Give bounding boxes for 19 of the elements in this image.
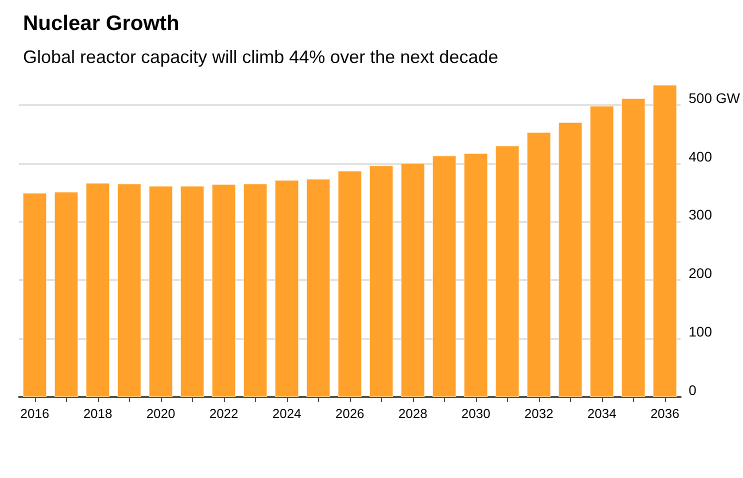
- x-tick-label: 2020: [146, 406, 176, 421]
- y-tick-label: 500 GW: [688, 90, 741, 106]
- y-tick-label: 300: [688, 206, 712, 223]
- x-tick-label: 2024: [272, 406, 302, 421]
- x-tick-label: 2032: [524, 406, 554, 421]
- x-tick-label: 2034: [587, 406, 616, 421]
- x-tick-label: 2036: [650, 406, 680, 421]
- x-tick-label: 2026: [335, 406, 364, 421]
- x-tick-label: 2030: [461, 406, 490, 421]
- chart-title: Nuclear Growth: [23, 12, 180, 35]
- y-tick-label: 400: [688, 148, 712, 164]
- x-tick-label: 2028: [398, 406, 428, 421]
- y-tick-label: 0: [688, 382, 697, 398]
- y-tick-label: 200: [688, 265, 712, 282]
- x-tick-label: 2018: [83, 406, 112, 421]
- x-tick-label: 2016: [20, 406, 50, 421]
- chart-subtitle: Global reactor capacity will climb 44% over the next decade: [23, 47, 498, 67]
- x-tick-label: 2022: [209, 406, 238, 421]
- y-tick-label: 100: [688, 324, 712, 340]
